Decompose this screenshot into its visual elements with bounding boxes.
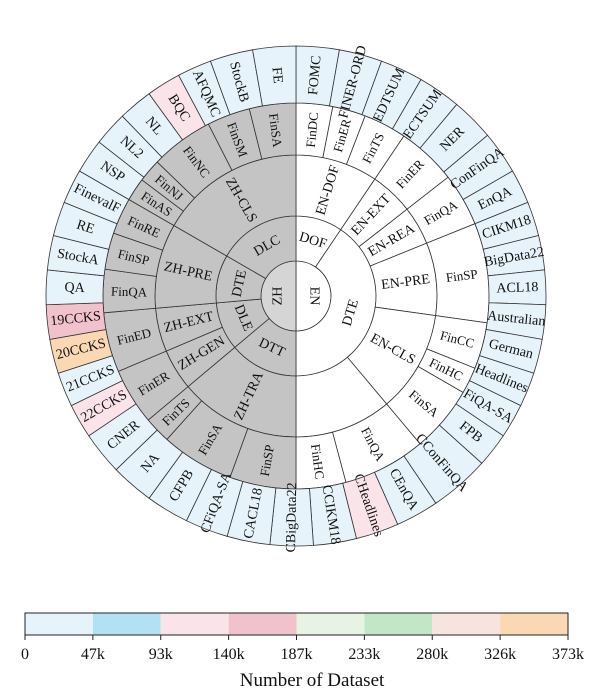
colorbar-tick-label-6: 280k	[416, 646, 448, 663]
colorbar-bin-6	[432, 613, 501, 635]
label-level1-1: ZH	[271, 287, 286, 306]
colorbar-tick-label-8: 373k	[552, 646, 584, 663]
label-level4-16: FinQA	[111, 284, 148, 300]
label-level5-29: QA	[64, 280, 86, 296]
colorbar-title: Number of Dataset	[240, 670, 385, 690]
colorbar-bin-2	[160, 613, 229, 635]
label-level4-5: FinSP	[445, 266, 478, 285]
colorbar-bin-1	[92, 613, 161, 635]
colorbar-bin-4	[296, 613, 365, 635]
colorbar-tick-label-1: 47k	[81, 646, 105, 663]
label-level5-39: FE	[269, 67, 285, 85]
label-level4-11: FinSP	[257, 443, 277, 477]
colorbar-bin-3	[228, 613, 297, 635]
colorbar-tick-label-7: 326k	[484, 646, 516, 663]
label-level5-31: RE	[75, 218, 97, 238]
label-level5-28: 19CCKS	[50, 309, 102, 329]
colorbar-tick-label-0: 0	[21, 646, 29, 663]
colorbar: Number of Dataset 0 47k 93k 140k 187k 233k 280…	[21, 612, 584, 690]
label-level1-0: EN	[307, 287, 322, 306]
label-level4-10: FinHC	[308, 443, 327, 480]
colorbar-bin-0	[25, 613, 93, 635]
segment-level5-39	[252, 45, 297, 107]
label-level3-3: EN-PRE	[380, 272, 430, 293]
colorbar-bin-5	[364, 613, 433, 635]
label-level5-30: StockA	[56, 247, 101, 269]
label-level4-23: FinSA	[266, 112, 285, 148]
colorbar-tick-label-2: 93k	[149, 646, 173, 663]
colorbar-tick-label-4: 187k	[281, 646, 313, 663]
label-level2-4: DTE	[230, 269, 251, 299]
label-level5-19: CBigData22	[284, 482, 300, 552]
colorbar-tick-label-3: 140k	[213, 646, 245, 663]
label-level5-10: Australian	[486, 309, 546, 330]
colorbar-bin-7	[500, 613, 568, 635]
label-level5-9: ACL18	[496, 280, 538, 296]
label-level4-17: FinSP	[116, 246, 150, 268]
label-level4-0: FinDC	[303, 111, 321, 148]
colorbar-tick-label-5: 233k	[348, 646, 380, 663]
label-level5-0: FOMC	[306, 55, 324, 96]
